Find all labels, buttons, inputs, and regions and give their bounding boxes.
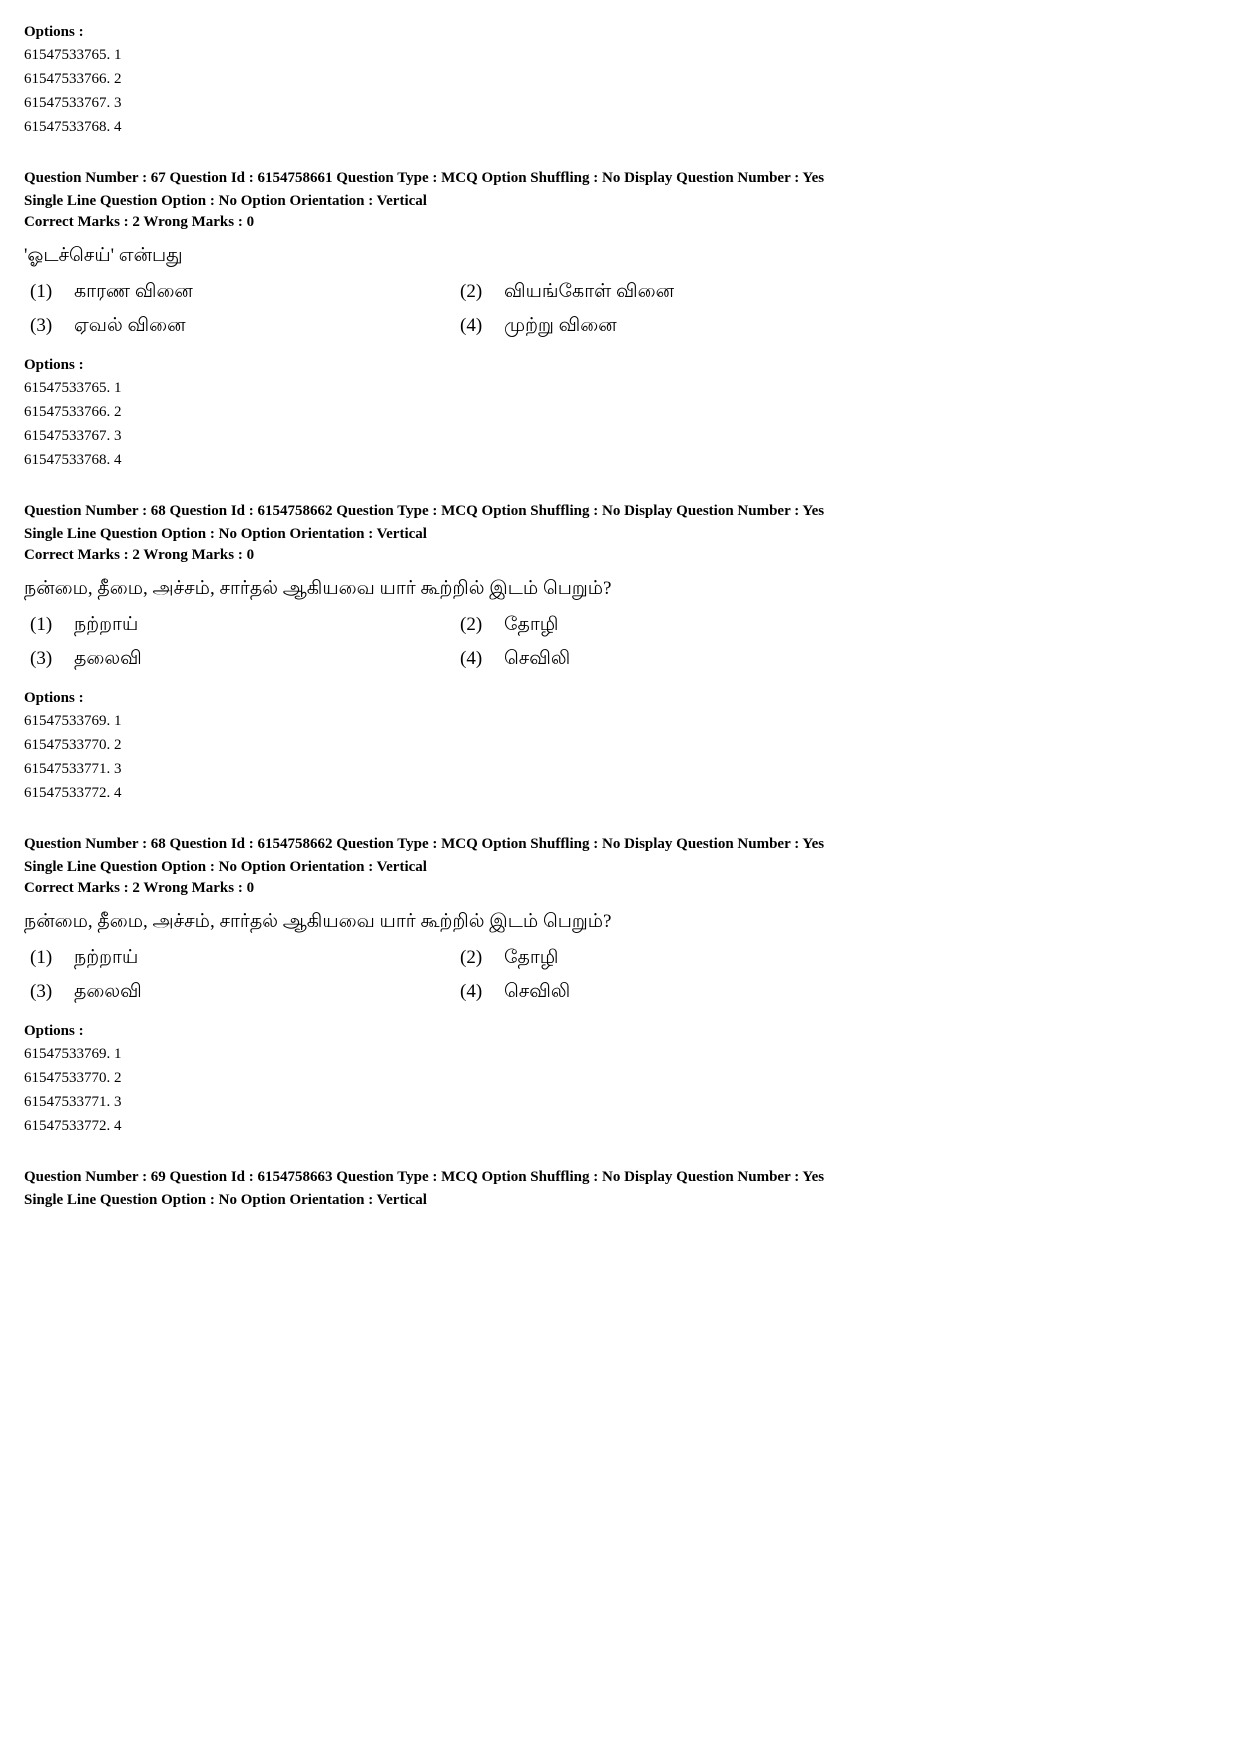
meta-line: Single Line Question Option : No Option …: [24, 193, 427, 209]
option-item: 61547533768. 4: [24, 448, 1216, 472]
marks-line: Correct Marks : 2 Wrong Marks : 0: [24, 547, 1216, 564]
options-header: Options :: [24, 1023, 1216, 1040]
choice-text: காரண வினை: [74, 281, 454, 305]
choice-text: ஏவல் வினை: [74, 315, 454, 339]
option-item: 61547533771. 3: [24, 757, 1216, 781]
choice-number: (2): [454, 947, 504, 969]
question-meta: Question Number : 68 Question Id : 61547…: [24, 833, 1216, 878]
choice-text: செவிலி: [504, 648, 884, 672]
meta-line: Single Line Question Option : No Option …: [24, 859, 427, 875]
question-text: 'ஓடச்செய்' என்பது: [24, 245, 1216, 269]
question-text: நன்மை, தீமை, அச்சம், சார்தல் ஆகியவை யார்…: [24, 578, 1216, 602]
question-meta: Question Number : 69 Question Id : 61547…: [24, 1166, 1216, 1211]
option-item: 61547533772. 4: [24, 1114, 1216, 1138]
choice-text: தலைவி: [74, 981, 454, 1005]
choice-number: (1): [24, 281, 74, 303]
choice-text: செவிலி: [504, 981, 884, 1005]
choice-number: (2): [454, 281, 504, 303]
choices-grid: (1) நற்றாய் (2) தோழி (3) தலைவி (4) செவில…: [24, 947, 1216, 1005]
choice-number: (1): [24, 614, 74, 636]
option-item: 61547533766. 2: [24, 400, 1216, 424]
options-header: Options :: [24, 24, 1216, 41]
option-item: 61547533772. 4: [24, 781, 1216, 805]
meta-line: Single Line Question Option : No Option …: [24, 1192, 427, 1208]
choice-number: (3): [24, 315, 74, 337]
option-item: 61547533770. 2: [24, 733, 1216, 757]
choice-text: தோழி: [504, 614, 884, 638]
question-meta: Question Number : 68 Question Id : 61547…: [24, 500, 1216, 545]
choice-text: நற்றாய்: [74, 614, 454, 638]
choice-number: (3): [24, 648, 74, 670]
marks-line: Correct Marks : 2 Wrong Marks : 0: [24, 880, 1216, 897]
options-header: Options :: [24, 690, 1216, 707]
choices-grid: (1) காரண வினை (2) வியங்கோள் வினை (3) ஏவல…: [24, 281, 1216, 339]
meta-line: Question Number : 68 Question Id : 61547…: [24, 503, 824, 519]
choices-grid: (1) நற்றாய் (2) தோழி (3) தலைவி (4) செவில…: [24, 614, 1216, 672]
choice-number: (4): [454, 648, 504, 670]
choice-number: (2): [454, 614, 504, 636]
marks-line: Correct Marks : 2 Wrong Marks : 0: [24, 214, 1216, 231]
choice-number: (4): [454, 315, 504, 337]
option-item: 61547533767. 3: [24, 91, 1216, 115]
choice-text: வியங்கோள் வினை: [504, 281, 884, 305]
meta-line: Question Number : 67 Question Id : 61547…: [24, 170, 824, 186]
meta-line: Single Line Question Option : No Option …: [24, 526, 427, 542]
option-item: 61547533765. 1: [24, 43, 1216, 67]
choice-text: தலைவி: [74, 648, 454, 672]
meta-line: Question Number : 68 Question Id : 61547…: [24, 836, 824, 852]
option-item: 61547533766. 2: [24, 67, 1216, 91]
question-meta: Question Number : 67 Question Id : 61547…: [24, 167, 1216, 212]
option-item: 61547533770. 2: [24, 1066, 1216, 1090]
question-text: நன்மை, தீமை, அச்சம், சார்தல் ஆகியவை யார்…: [24, 911, 1216, 935]
choice-text: முற்று வினை: [504, 315, 884, 339]
option-item: 61547533768. 4: [24, 115, 1216, 139]
choice-number: (3): [24, 981, 74, 1003]
meta-line: Question Number : 69 Question Id : 61547…: [24, 1169, 824, 1185]
option-item: 61547533769. 1: [24, 709, 1216, 733]
option-item: 61547533765. 1: [24, 376, 1216, 400]
option-item: 61547533767. 3: [24, 424, 1216, 448]
choice-text: நற்றாய்: [74, 947, 454, 971]
option-item: 61547533771. 3: [24, 1090, 1216, 1114]
option-item: 61547533769. 1: [24, 1042, 1216, 1066]
options-header: Options :: [24, 357, 1216, 374]
choice-number: (4): [454, 981, 504, 1003]
choice-number: (1): [24, 947, 74, 969]
choice-text: தோழி: [504, 947, 884, 971]
